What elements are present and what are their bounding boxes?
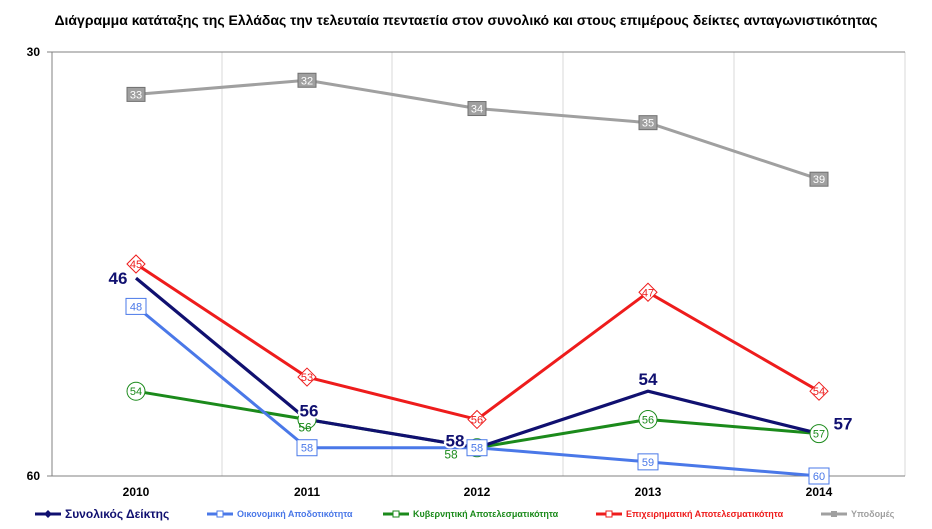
data-label: 54 — [813, 386, 825, 398]
data-label: 53 — [301, 372, 313, 384]
data-point — [296, 439, 318, 457]
data-label: 34 — [471, 104, 483, 116]
series-1 — [135, 262, 820, 421]
legend-item: Κυβερνητική Αποτελεσματικότητα — [382, 507, 558, 521]
data-point — [809, 171, 829, 187]
data-label: 58 — [471, 443, 483, 455]
series-markers-1: 45 53 56 47 54 — [126, 254, 829, 430]
data-point — [638, 409, 658, 429]
axes — [47, 51, 905, 477]
data-label: 60 — [813, 471, 825, 483]
series-line — [135, 78, 820, 181]
data-label: 46 — [109, 269, 128, 288]
series-markers-2: 54 56 58 56 57 — [126, 381, 829, 462]
legend-item: Συνολικός Δείκτης — [34, 507, 169, 521]
data-label: 32 — [301, 75, 313, 87]
data-label: 45 — [130, 259, 142, 271]
legend-label: Επιχειρηματική Αποτελεσματικότητα — [626, 509, 784, 519]
x-tick-label: 2013 — [635, 485, 662, 499]
data-point — [466, 439, 488, 457]
data-label: 48 — [130, 301, 142, 313]
data-label: 58 — [444, 448, 458, 462]
series-markers-0: 33 32 34 35 39 — [126, 72, 829, 187]
legend-label: Υποδομές — [851, 509, 895, 519]
series-line — [135, 262, 820, 421]
data-label: 58 — [301, 443, 313, 455]
data-point — [467, 409, 487, 430]
data-point — [125, 297, 147, 315]
legend-swatch — [35, 510, 61, 518]
data-label: 57 — [834, 415, 853, 434]
data-point — [638, 282, 658, 302]
y-tick-label: 60 — [27, 469, 41, 483]
data-label: 56 — [300, 401, 319, 420]
data-label-halo: 58 — [446, 432, 465, 451]
data-point — [637, 453, 659, 471]
data-label-halo: 46 — [109, 269, 128, 288]
x-tick-label: 2014 — [806, 485, 833, 499]
y-tick-label: 30 — [27, 45, 41, 59]
data-point — [126, 86, 146, 102]
data-point — [638, 115, 658, 131]
data-label: 56 — [471, 414, 483, 426]
data-label-halo: 57 — [834, 415, 853, 434]
legend-label: Οικονομική Αποδοτικότητα — [237, 509, 353, 519]
data-label: 57 — [813, 429, 825, 441]
legend-swatch — [596, 510, 622, 518]
legend-item: Επιχειρηματική Αποτελεσματικότητα — [595, 507, 783, 521]
data-label: 59 — [642, 457, 654, 469]
legend-item: Οικονομική Αποδοτικότητα — [206, 507, 353, 521]
data-label: 39 — [813, 174, 825, 186]
data-label: 35 — [642, 118, 654, 130]
data-label: 33 — [130, 89, 142, 101]
series-0 — [135, 78, 820, 181]
data-point — [467, 101, 487, 117]
data-label-halo: 56 — [300, 401, 319, 420]
data-point — [126, 254, 146, 274]
data-point — [297, 409, 317, 429]
data-label: 56 — [642, 414, 654, 426]
data-point — [809, 424, 829, 444]
data-label: 56 — [298, 420, 312, 434]
chart-title: Διάγραμμα κατάταξης της Ελλάδας την τελε… — [54, 12, 878, 28]
data-point — [126, 381, 146, 401]
data-point — [297, 72, 317, 88]
data-label: 54 — [639, 370, 658, 389]
legend-item: Υποδομές — [820, 507, 894, 521]
legend-swatch — [383, 510, 409, 518]
x-tick-label: 2012 — [464, 485, 491, 499]
data-label: 54 — [130, 386, 142, 398]
legend-swatch — [821, 511, 847, 517]
data-label-halo: 54 — [639, 370, 658, 389]
x-tick-label: 2011 — [294, 485, 320, 499]
tick-labels: 30 60 2010 2011 2012 2013 2014 — [27, 45, 833, 499]
legend-label: Συνολικός Δείκτης — [65, 507, 170, 521]
legend: Συνολικός Δείκτης Οικονομική Αποδοτικότητ… — [30, 507, 910, 525]
legend-label: Κυβερνητική Αποτελεσματικότητα — [413, 509, 559, 519]
legend-swatch — [207, 510, 233, 518]
x-tick-label: 2010 — [123, 485, 150, 499]
data-point — [808, 467, 830, 485]
data-label: 58 — [446, 432, 465, 451]
data-point — [297, 367, 317, 387]
data-point — [809, 381, 829, 401]
data-label: 47 — [642, 287, 654, 299]
